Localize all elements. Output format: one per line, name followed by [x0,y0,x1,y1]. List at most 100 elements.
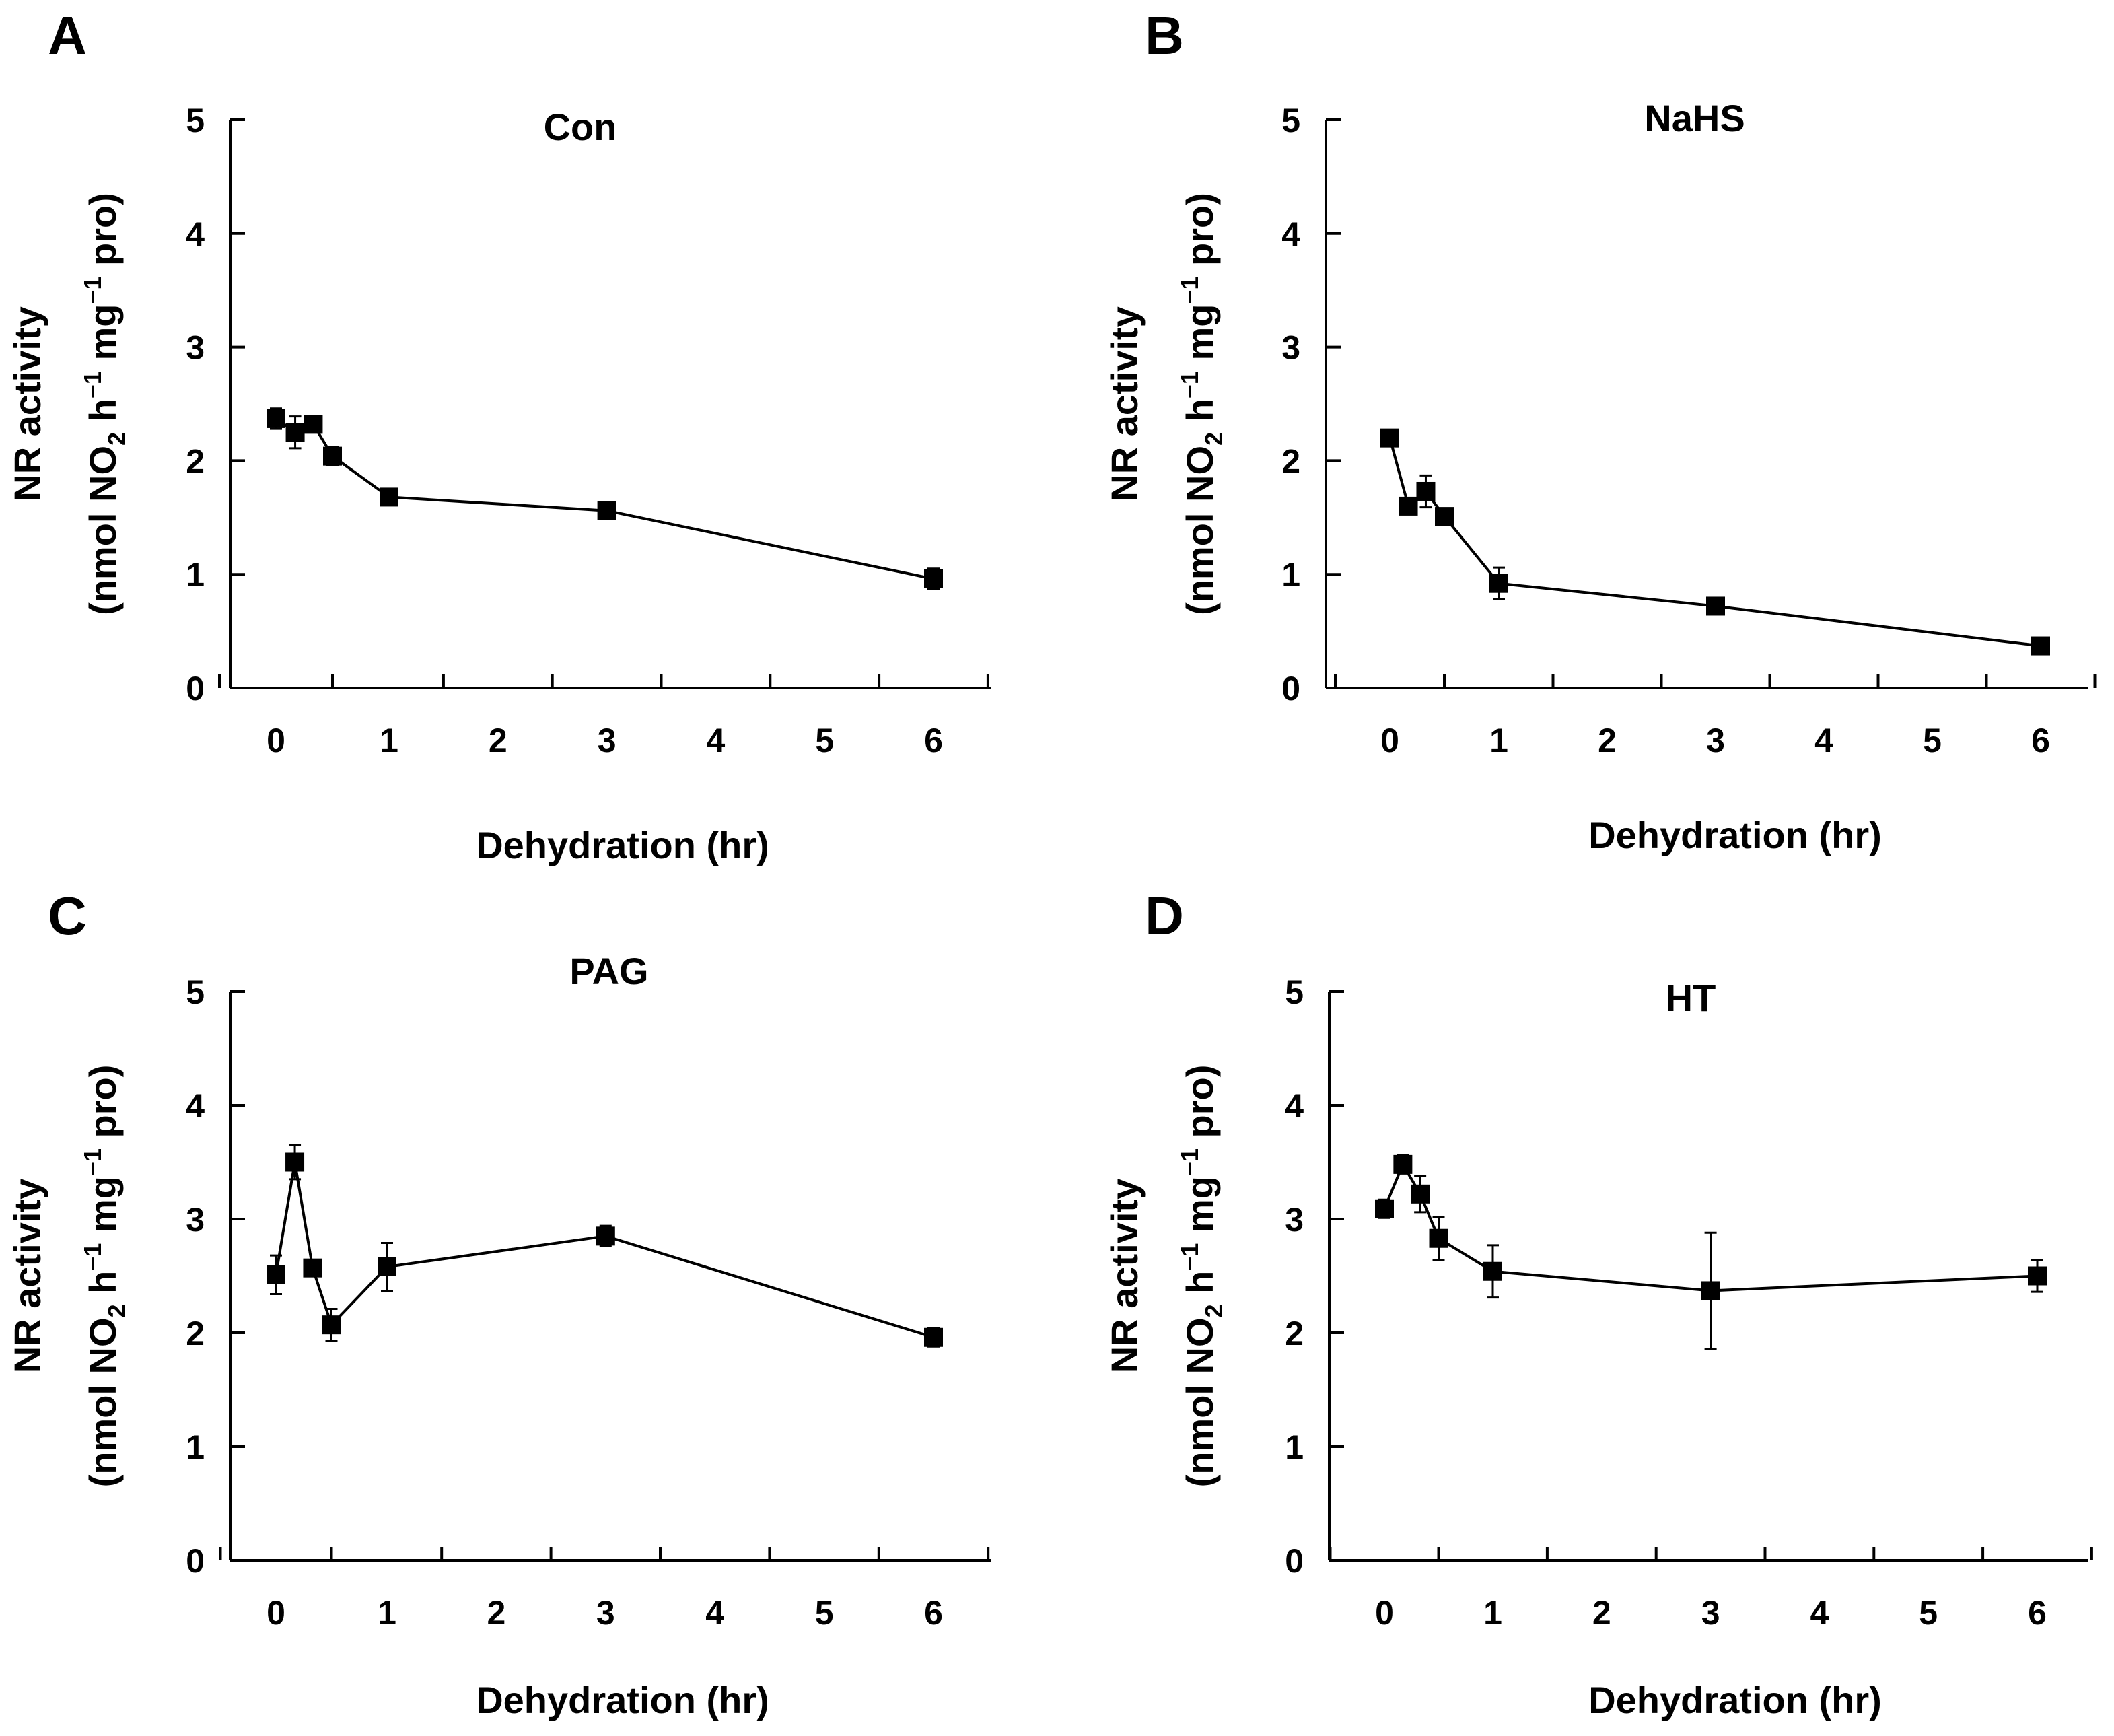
data-point [1429,1228,1448,1248]
y-tick-label: 3 [186,1201,205,1239]
data-point [1393,1154,1413,1174]
x-tick-label: 6 [2031,722,2050,759]
x-tick-label: 4 [1814,722,1833,759]
data-point [267,409,285,428]
data-point [285,423,305,442]
units-superscript: −1 [79,1243,106,1271]
chart-title: NaHS [1644,97,1745,139]
units-text: (nmol NO [81,446,124,615]
units-text: h [81,398,124,432]
chart-panel-d: D HT 0 1 2 3 4 5 0 1 2 3 4 5 6 Dehydration (hr) NR activ… [1103,886,2093,1721]
y-tick-label: 1 [1285,1428,1304,1466]
chart-panel-b: B NaHS 0 1 2 3 4 5 0 1 2 3 4 5 6 Dehydration (hr) NR act… [1103,5,2097,856]
units-superscript: −1 [79,1148,106,1176]
y-tick-label: 3 [1285,1201,1304,1239]
data-point [1411,1184,1430,1204]
data-point [596,1226,615,1246]
data-point [322,1315,341,1335]
units-text: h [1178,398,1221,432]
y-tick-label: 5 [1281,102,1300,139]
y-axis-units: (nmol NO2 h−1 mg−1 pro) [1176,1065,1228,1488]
x-tick-label: 1 [1489,722,1508,759]
y-tick-label: 4 [186,1087,205,1125]
units-text: mg [81,1176,124,1243]
y-tick-label: 5 [186,102,205,139]
data-point [1489,574,1508,593]
x-tick-label: 3 [1701,1594,1720,1632]
data-point [1380,428,1399,448]
y-axis-units: (nmol NO2 h−1 mg−1 pro) [79,193,131,615]
data-point [285,1152,305,1172]
x-tick-label: 5 [815,1594,834,1632]
units-text: h [1178,1271,1221,1305]
data-point [1375,1199,1394,1218]
data-point [1706,596,1725,616]
units-text: mg [1178,1176,1221,1243]
units-subscript: 2 [103,432,131,446]
y-tick-label: 5 [186,973,205,1011]
x-tick-label: 2 [1592,1594,1611,1632]
x-axis-title: Dehydration (hr) [476,824,769,866]
y-tick-label: 4 [1285,1087,1304,1125]
y-axis-units: (nmol NO2 h−1 mg−1 pro) [79,1065,131,1488]
panel-letter: B [1145,5,1184,65]
x-tick-label: 1 [1483,1594,1502,1632]
y-tick-label: 0 [186,670,205,707]
series-line [275,1162,934,1339]
x-tick-label: 5 [1919,1594,1938,1632]
x-axis-title: Dehydration (hr) [476,1679,769,1721]
panel-letter: A [48,5,87,65]
units-superscript: −1 [1176,276,1203,304]
x-axis-title: Dehydration (hr) [1588,814,1882,856]
units-text: (nmol NO [1178,446,1221,615]
x-tick-label: 5 [1923,722,1942,759]
units-superscript: −1 [1176,1243,1203,1271]
x-tick-label: 3 [596,1594,615,1632]
y-tick-label: 0 [1285,1542,1304,1580]
data-point [378,1257,396,1276]
units-text: (nmol NO [81,1317,124,1487]
units-superscript: −1 [79,371,106,398]
data-point [2031,636,2050,656]
data-point [1416,481,1436,501]
x-tick-label: 0 [1380,722,1399,759]
x-tick-label: 0 [267,1594,285,1632]
data-point [1435,507,1454,526]
y-tick-label: 1 [1281,556,1300,594]
chart-panel-c: C PAG 0 1 2 3 4 5 0 1 2 3 4 5 6 Dehydration (hr) NR acti… [6,886,991,1721]
panel-letter: D [1145,886,1184,946]
units-subscript: 2 [1200,1304,1228,1317]
y-tick-label: 0 [1281,670,1300,707]
x-tick-label: 6 [924,1594,943,1632]
y-tick-label: 4 [1281,215,1300,253]
units-subscript: 2 [1200,432,1228,446]
y-axis-title: NR activity [6,1179,48,1373]
data-point [323,446,342,466]
data-point [380,487,398,507]
y-axis-title: NR activity [1103,306,1146,501]
data-point [924,569,943,588]
y-tick-label: 3 [1281,329,1300,367]
y-axis-title: NR activity [6,306,48,501]
units-text: mg [81,304,124,372]
x-tick-label: 5 [815,722,834,759]
panel-letter: C [48,886,87,946]
data-point [1483,1261,1502,1281]
x-tick-label: 3 [598,722,616,759]
x-tick-label: 6 [2028,1594,2047,1632]
units-text: h [81,1271,124,1305]
units-text: pro) [1178,1065,1221,1148]
data-point [2028,1266,2047,1286]
series-line [275,417,934,580]
chart-title: PAG [569,950,648,992]
x-tick-label: 6 [924,722,943,759]
units-superscript: −1 [79,276,106,304]
data-point [1399,496,1418,516]
x-tick-label: 2 [1598,722,1617,759]
x-tick-label: 2 [487,1594,505,1632]
data-point [597,501,616,520]
y-tick-label: 2 [186,1315,205,1352]
chart-panel-a: A Con 0 1 2 3 4 5 0 1 2 3 4 5 6 Dehydration (hr) NR acti… [6,5,991,866]
y-tick-label: 4 [186,215,205,253]
